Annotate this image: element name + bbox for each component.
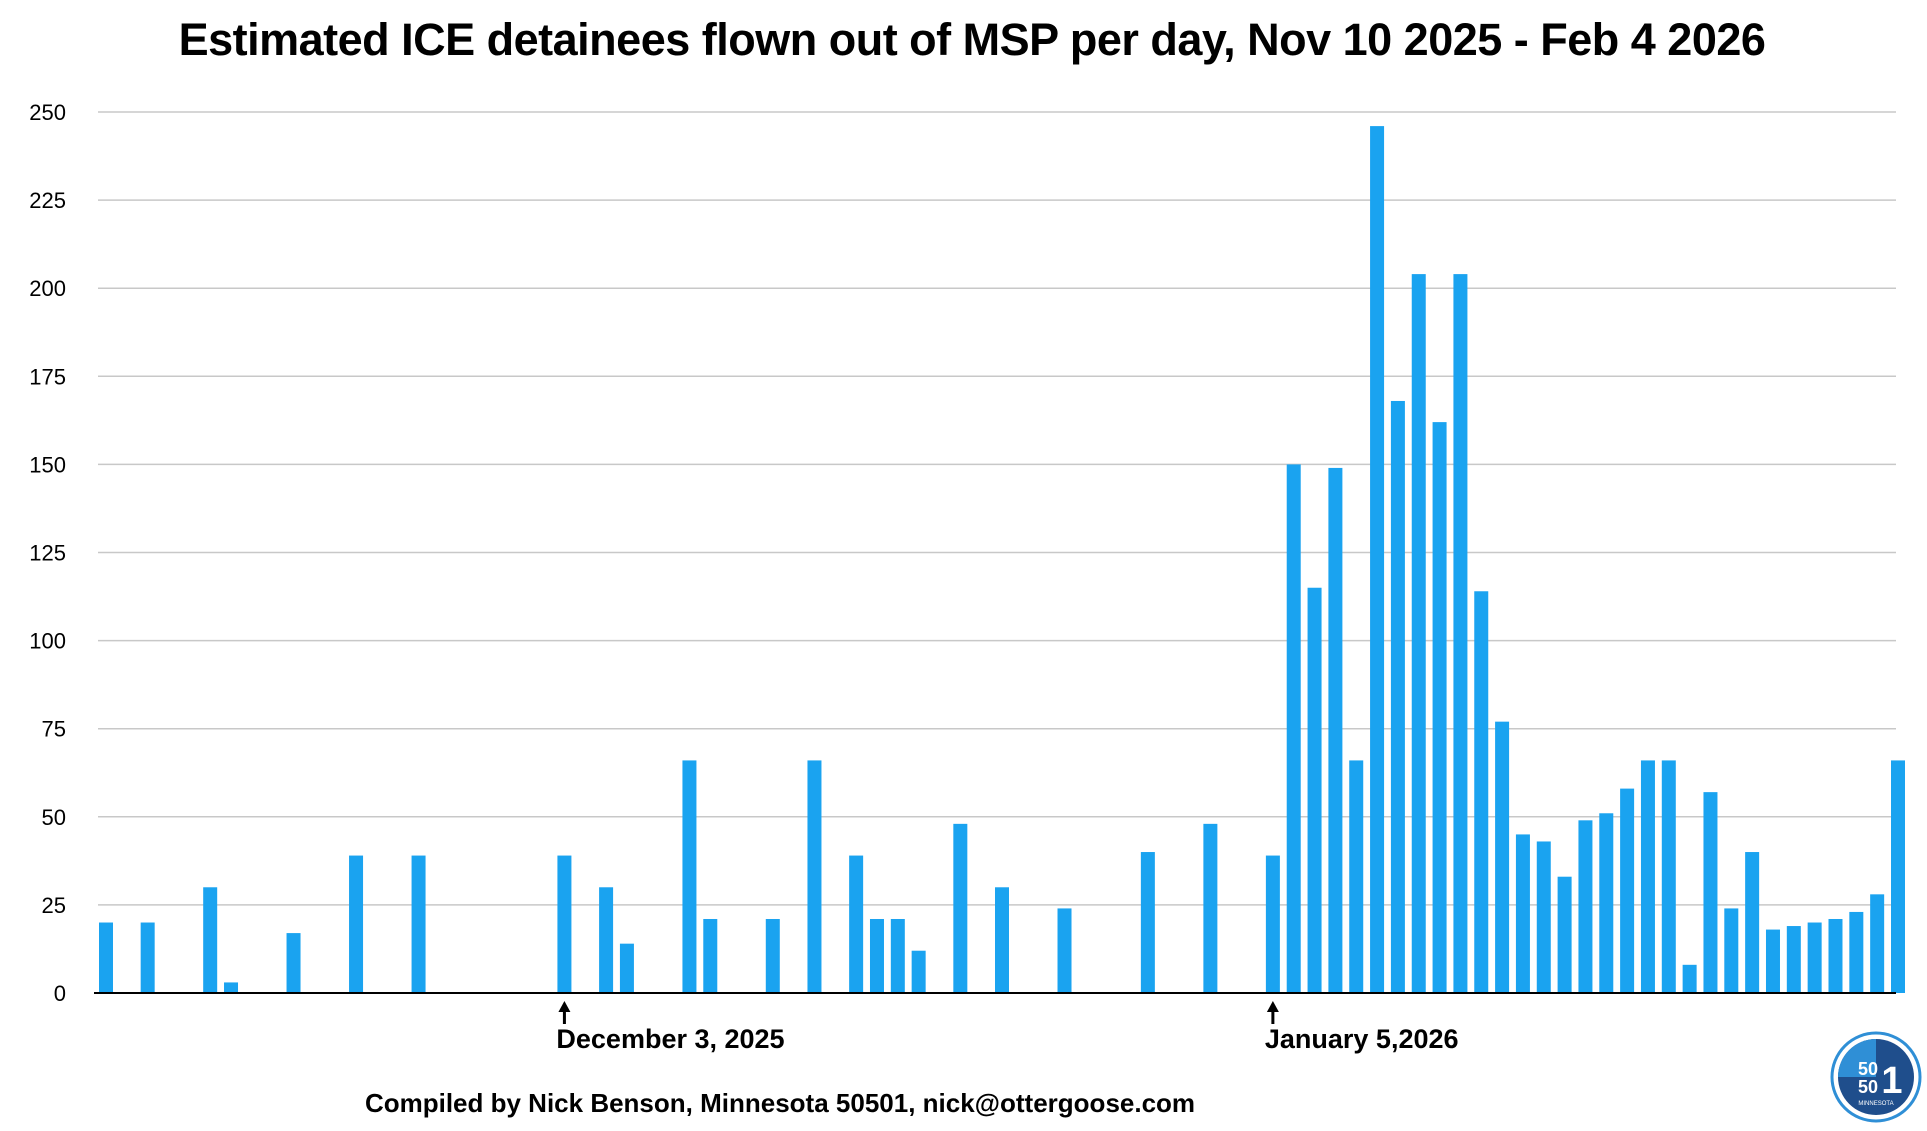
annotation: December 3, 2025 [556,1001,785,1054]
bar [953,823,968,993]
bar [1807,922,1822,993]
bar [1745,852,1760,993]
y-tick-label: 100 [29,629,66,654]
bar [995,887,1009,993]
bar [1640,760,1655,993]
logo-text-big: 1 [1881,1060,1902,1102]
bar [1349,760,1364,993]
annotation: January 5,2026 [1265,1001,1459,1054]
bar [1765,929,1780,993]
bar [1453,274,1468,993]
chart-title: Estimated ICE detainees flown out of MSP… [179,14,1766,65]
bar [619,943,634,993]
y-tick-label: 175 [29,364,66,389]
bar [1786,926,1801,993]
gridlines [98,111,1896,906]
bar [1432,422,1447,993]
bar [1515,834,1530,993]
y-tick-label: 125 [29,541,66,566]
bar [1328,467,1343,993]
bar [1849,911,1864,993]
bar [1140,852,1155,993]
arrow-up-icon [558,1001,571,1012]
annotation-label: December 3, 2025 [556,1024,784,1054]
bar [1390,400,1405,993]
arrow-up-icon [1266,1001,1279,1012]
bar [1307,587,1322,993]
bar [1724,908,1739,993]
bar [557,855,572,993]
bar [1682,964,1697,993]
annotations: December 3, 2025 January 5,2026 [556,1001,1459,1054]
logo-text-small: MINNESOTA [1858,1101,1893,1107]
bar [890,918,905,993]
bar [1703,792,1718,993]
bar [224,982,239,993]
bar [140,922,155,993]
bar [703,918,718,993]
bar [1536,841,1551,993]
y-tick-label: 0 [54,981,66,1006]
y-tick-label: 225 [29,188,66,213]
bar [869,918,884,993]
logo-text-bottom: 50 [1858,1077,1878,1097]
bar [682,760,697,993]
y-tick-label: 75 [42,717,66,742]
logo-accent [1838,1039,1876,1077]
bar [1870,894,1885,993]
y-tick-label: 50 [42,805,66,830]
bar [807,760,822,993]
bar [1661,760,1676,993]
bar [1891,760,1905,993]
bar [1578,820,1593,993]
y-tick-label: 200 [29,276,66,301]
y-tick-label: 150 [29,452,66,477]
bar [1203,823,1218,993]
bar [1057,908,1072,993]
credit-line: Compiled by Nick Benson, Minnesota 50501… [365,1088,1195,1118]
y-tick-label: 250 [29,100,66,125]
bar [1495,721,1510,993]
logo-text-top: 50 [1858,1059,1878,1079]
bar [1286,464,1301,993]
bar [765,918,780,993]
bar [411,855,426,993]
bar [349,855,364,993]
bar [1557,876,1572,993]
bar [849,855,864,993]
bars [99,126,1905,993]
bar [1411,274,1426,993]
bar [1370,126,1385,993]
bar [1828,918,1843,993]
bar [1265,855,1280,993]
bar [911,950,926,993]
bar [286,933,301,993]
annotation-label: January 5,2026 [1265,1024,1459,1054]
bar [1474,591,1489,993]
bar [599,887,614,993]
bar [1620,788,1635,993]
bar [1599,813,1614,993]
y-tick-label: 25 [42,893,66,918]
bar [99,922,113,993]
minnesota-50501-logo: 50 50 1 MINNESOTA [1830,1031,1922,1123]
y-axis-tick-labels: 0 25 50 75 100 125 150 175 200 225 250 [29,100,66,1006]
bar [203,887,218,993]
